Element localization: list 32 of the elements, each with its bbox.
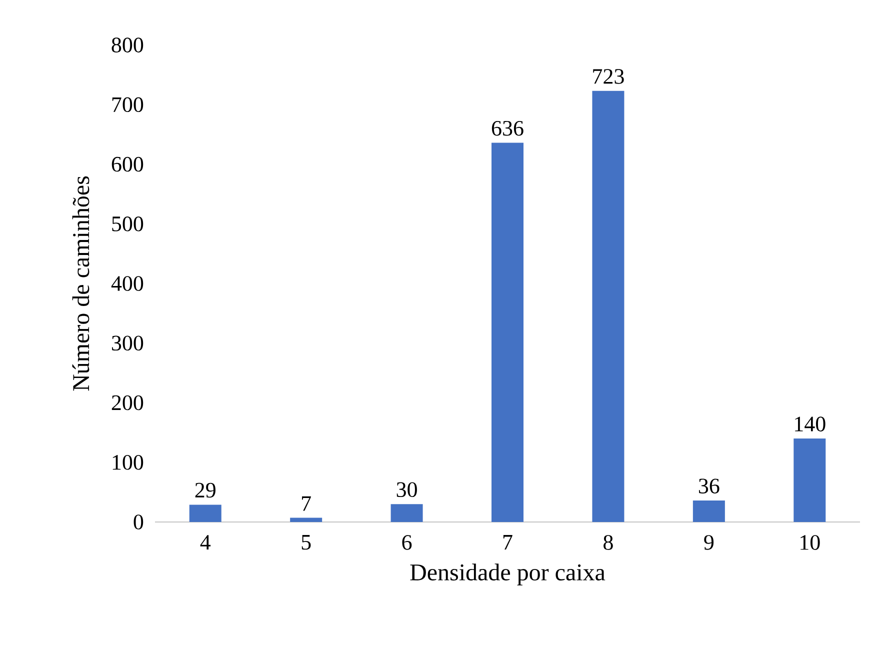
- data-label: 636: [492, 120, 524, 136]
- x-tick-label: 9: [704, 535, 714, 550]
- data-label: 36: [699, 478, 720, 494]
- bar: [492, 142, 524, 522]
- y-tick-label: 0: [134, 514, 144, 530]
- data-label: 30: [396, 482, 417, 498]
- y-tick-label: 200: [112, 395, 144, 410]
- y-tick-label: 400: [111, 276, 144, 291]
- x-axis-title: Densidade por caixa: [410, 564, 606, 586]
- x-tick-label: 8: [604, 535, 613, 550]
- data-label: 7: [302, 496, 311, 511]
- bar: [290, 518, 322, 522]
- bar: [189, 504, 222, 522]
- y-tick-label: 600: [112, 156, 144, 172]
- x-tick-label: 5: [302, 535, 311, 550]
- y-tick-label: 700: [112, 97, 144, 112]
- y-tick-label: 800: [112, 38, 144, 52]
- data-label: 140: [795, 416, 826, 432]
- data-label: 723: [593, 69, 624, 84]
- y-tick-label: 300: [112, 336, 144, 351]
- y-tick-label: 500: [112, 216, 144, 232]
- x-tick-label: 10: [800, 535, 820, 550]
- y-axis-title: Número de caminhões: [72, 176, 90, 391]
- bar: [692, 500, 725, 522]
- y-tick-label: 100: [112, 454, 144, 470]
- bar: [592, 90, 624, 522]
- x-tick-label: 7: [503, 535, 512, 550]
- x-tick-label: 6: [402, 535, 412, 550]
- data-label: 29: [195, 482, 216, 498]
- bar: [390, 504, 423, 522]
- x-tick-label: 4: [200, 535, 211, 550]
- bar: [794, 438, 826, 522]
